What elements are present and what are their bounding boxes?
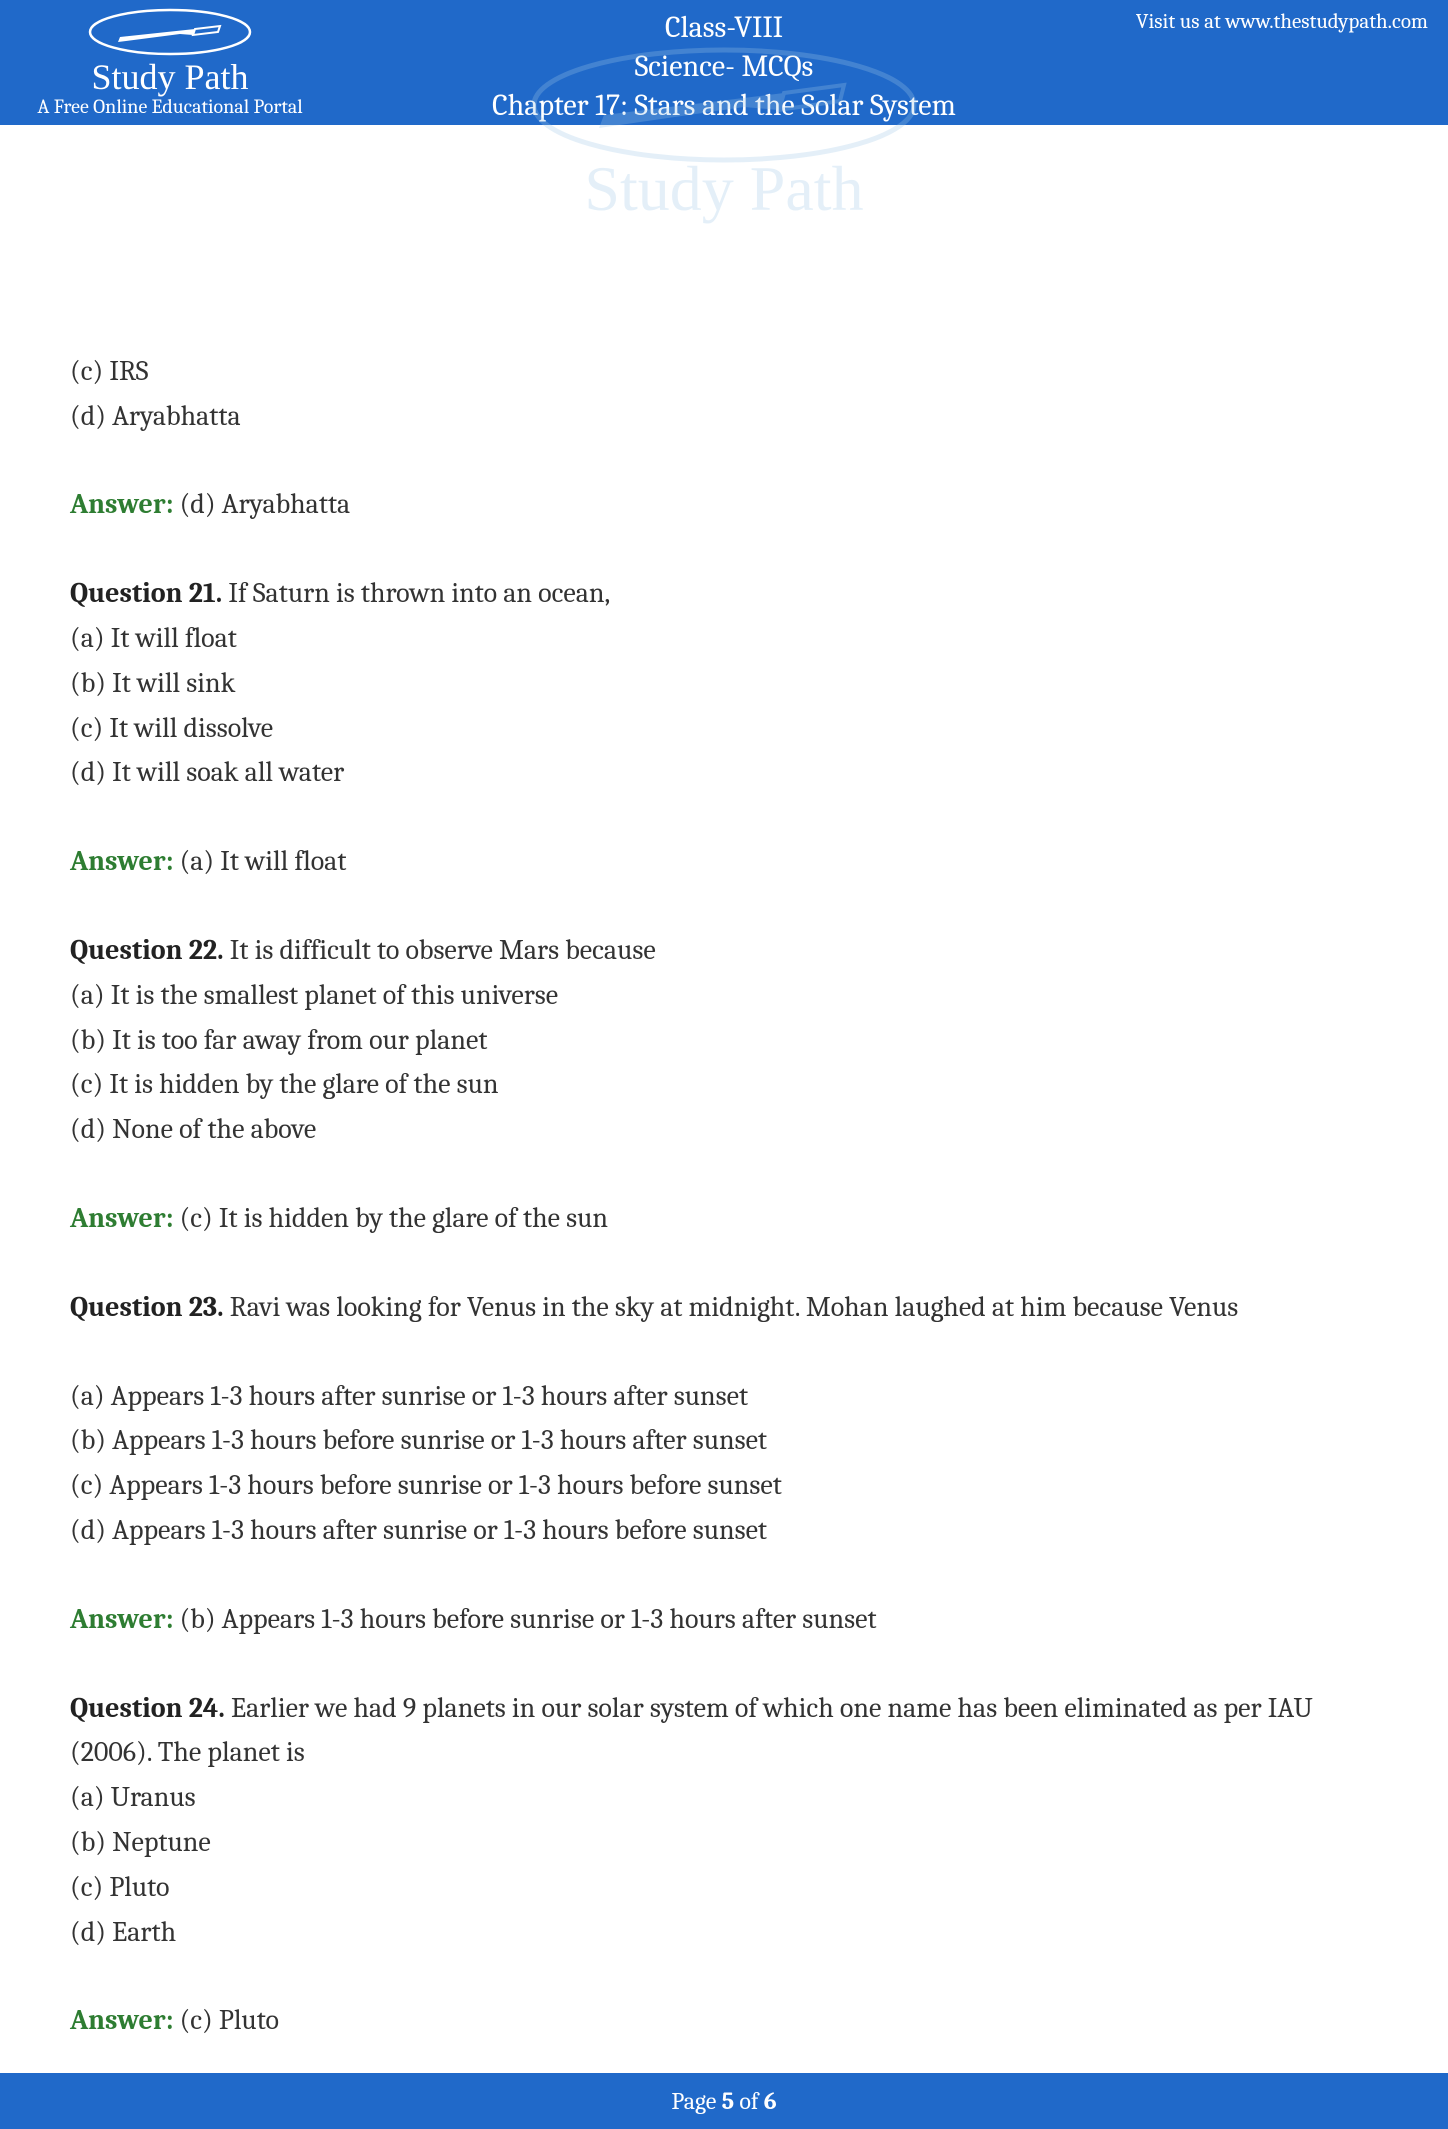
option-c: (c) IRS (70, 349, 1378, 394)
footer-current-page: 5 (722, 2087, 734, 2115)
header-visit-link[interactable]: Visit us at www.thestudypath.com (1136, 10, 1428, 34)
page-header: Study Path A Free Online Educational Por… (0, 0, 1448, 125)
answer-text: (d) Aryabhatta (173, 488, 350, 520)
option-a: (a) It is the smallest planet of this un… (70, 973, 1378, 1018)
answer-text: (c) It is hidden by the glare of the sun (173, 1202, 608, 1234)
logo-tagline: A Free Online Educational Portal (37, 95, 302, 118)
logo-icon (85, 7, 255, 57)
option-d: (d) None of the above (70, 1107, 1378, 1152)
question-text: If Saturn is thrown into an ocean, (222, 577, 610, 609)
option-d: (d) Earth (70, 1910, 1378, 1955)
answer-label: Answer: (70, 2004, 173, 2036)
option-b: (b) Neptune (70, 1820, 1378, 1865)
question-label: Question 23. (70, 1291, 224, 1323)
question-text: It is difficult to observe Mars because (224, 934, 656, 966)
option-a: (a) Appears 1-3 hours after sunrise or 1… (70, 1374, 1378, 1419)
logo-block: Study Path A Free Online Educational Por… (20, 7, 320, 118)
answer-row: Answer: (c) Pluto (70, 1998, 1378, 2043)
option-c: (c) Appears 1-3 hours before sunrise or … (70, 1463, 1378, 1508)
question-label: Question 22. (70, 934, 224, 966)
page-content: Study Path (c) IRS (d) Aryabhatta Answer… (0, 125, 1448, 2073)
question-21: Question 21. If Saturn is thrown into an… (70, 571, 1378, 616)
answer-label: Answer: (70, 1603, 173, 1635)
page-footer: Page 5 of 6 (0, 2073, 1448, 2129)
answer-text: (c) Pluto (173, 2004, 279, 2036)
answer-label: Answer: (70, 1202, 173, 1234)
option-b: (b) Appears 1-3 hours before sunrise or … (70, 1418, 1378, 1463)
footer-total-pages: 6 (764, 2087, 777, 2115)
svg-text:Study Path: Study Path (584, 153, 863, 224)
option-b: (b) It will sink (70, 661, 1378, 706)
option-c: (c) It is hidden by the glare of the sun (70, 1062, 1378, 1107)
option-d: (d) Appears 1-3 hours after sunrise or 1… (70, 1508, 1378, 1553)
option-c: (c) It will dissolve (70, 706, 1378, 751)
question-23: Question 23. Ravi was looking for Venus … (70, 1285, 1378, 1330)
footer-of: of (734, 2087, 764, 2115)
option-d: (d) It will soak all water (70, 750, 1378, 795)
answer-text: (b) Appears 1-3 hours before sunrise or … (173, 1603, 876, 1635)
question-22: Question 22. It is difficult to observe … (70, 928, 1378, 973)
question-text: Ravi was looking for Venus in the sky at… (224, 1291, 1239, 1323)
answer-row: Answer: (b) Appears 1-3 hours before sun… (70, 1597, 1378, 1642)
answer-row: Answer: (c) It is hidden by the glare of… (70, 1196, 1378, 1241)
answer-label: Answer: (70, 845, 173, 877)
question-label: Question 24. (70, 1692, 225, 1724)
answer-text: (a) It will float (173, 845, 346, 877)
option-a: (a) Uranus (70, 1775, 1378, 1820)
option-b: (b) It is too far away from our planet (70, 1018, 1378, 1063)
option-d: (d) Aryabhatta (70, 394, 1378, 439)
option-c: (c) Pluto (70, 1865, 1378, 1910)
option-a: (a) It will float (70, 616, 1378, 661)
answer-label: Answer: (70, 488, 173, 520)
answer-row: Answer: (a) It will float (70, 839, 1378, 884)
question-24: Question 24. Earlier we had 9 planets in… (70, 1686, 1378, 1776)
logo-text: Study Path (91, 59, 248, 95)
question-label: Question 21. (70, 577, 222, 609)
answer-row: Answer: (d) Aryabhatta (70, 482, 1378, 527)
question-text: Earlier we had 9 planets in our solar sy… (70, 1692, 1313, 1769)
footer-prefix: Page (671, 2087, 721, 2115)
